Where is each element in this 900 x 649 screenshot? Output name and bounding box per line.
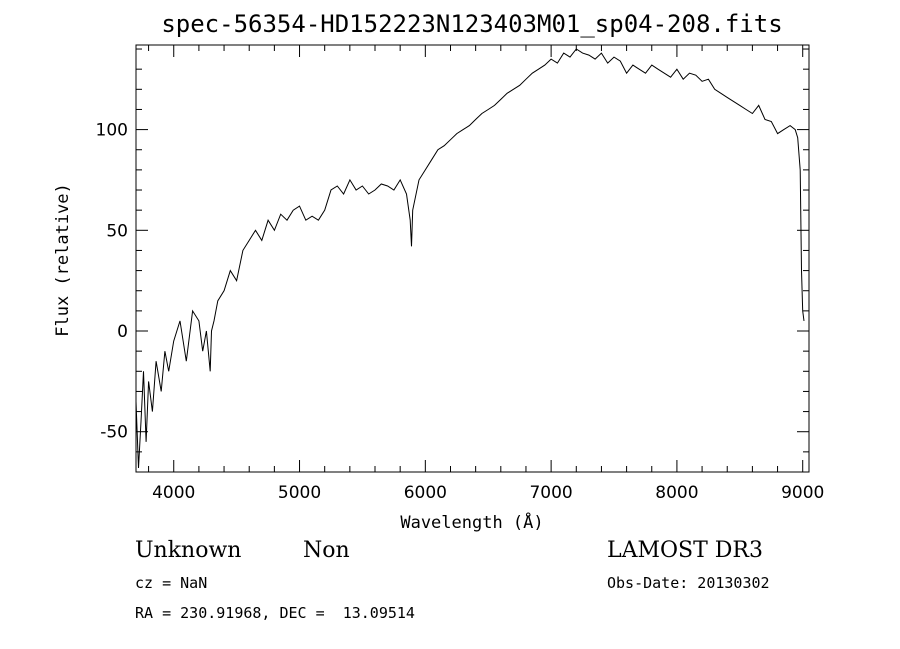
survey-label: LAMOST DR3 <box>607 538 763 563</box>
x-tick-label: 4000 <box>152 483 195 503</box>
y-axis: -50 0 50 100 <box>96 48 809 473</box>
y-tick-label: -50 <box>100 423 128 443</box>
redshift-cz: cz = NaN <box>135 574 208 592</box>
spectrum-line <box>135 48 805 469</box>
obs-date: Obs-Date: 20130302 <box>607 574 770 592</box>
x-axis: 4000 5000 6000 7000 8000 9000 <box>148 45 824 503</box>
x-tick-label: 9000 <box>781 483 824 503</box>
y-tick-label: 100 <box>96 121 128 141</box>
chart-title: spec-56354-HD152223N123403M01_sp04-208.f… <box>161 10 782 38</box>
x-tick-label: 7000 <box>529 483 572 503</box>
object-class: Non <box>303 538 350 563</box>
y-tick-label: 50 <box>106 221 128 241</box>
x-axis-label: Wavelength (Å) <box>400 511 543 533</box>
x-tick-label: 6000 <box>404 483 447 503</box>
plot-frame <box>135 44 810 473</box>
object-name: Unknown <box>135 538 242 563</box>
x-tick-label: 8000 <box>655 483 698 503</box>
y-axis-label: Flux (relative) <box>53 183 73 337</box>
ra-dec-coords: RA = 230.91968, DEC = 13.09514 <box>135 604 415 622</box>
x-tick-label: 5000 <box>278 483 321 503</box>
y-tick-label: 0 <box>117 322 128 342</box>
